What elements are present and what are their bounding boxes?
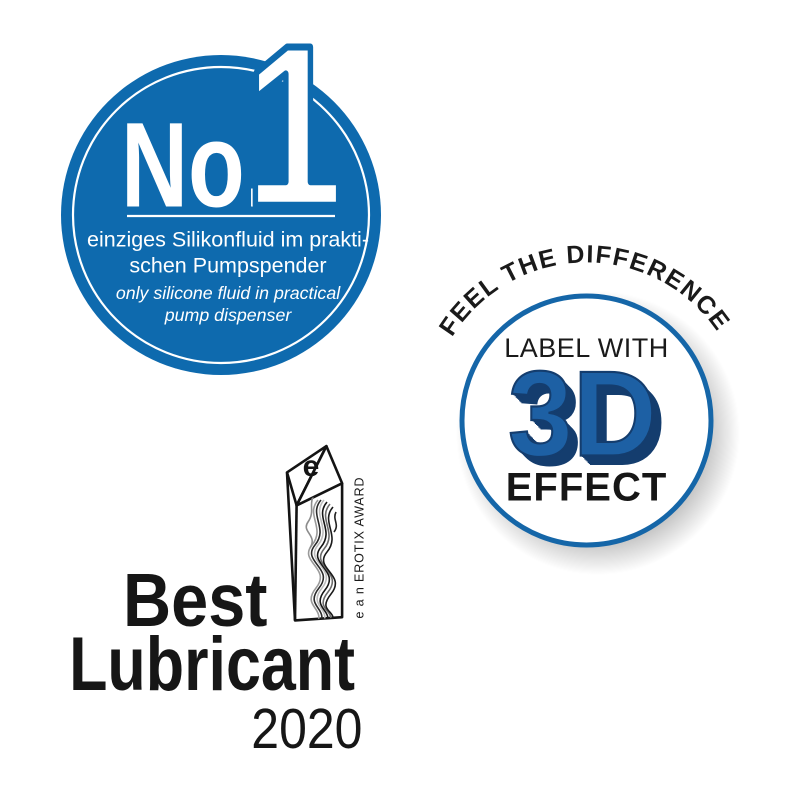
svg-text:e: e — [303, 450, 320, 483]
svg-text:e a n EROTIX AWARD: e a n EROTIX AWARD — [353, 477, 367, 619]
svg-text:2020: 2020 — [251, 697, 362, 761]
svg-text:Lubricant: Lubricant — [69, 621, 355, 706]
